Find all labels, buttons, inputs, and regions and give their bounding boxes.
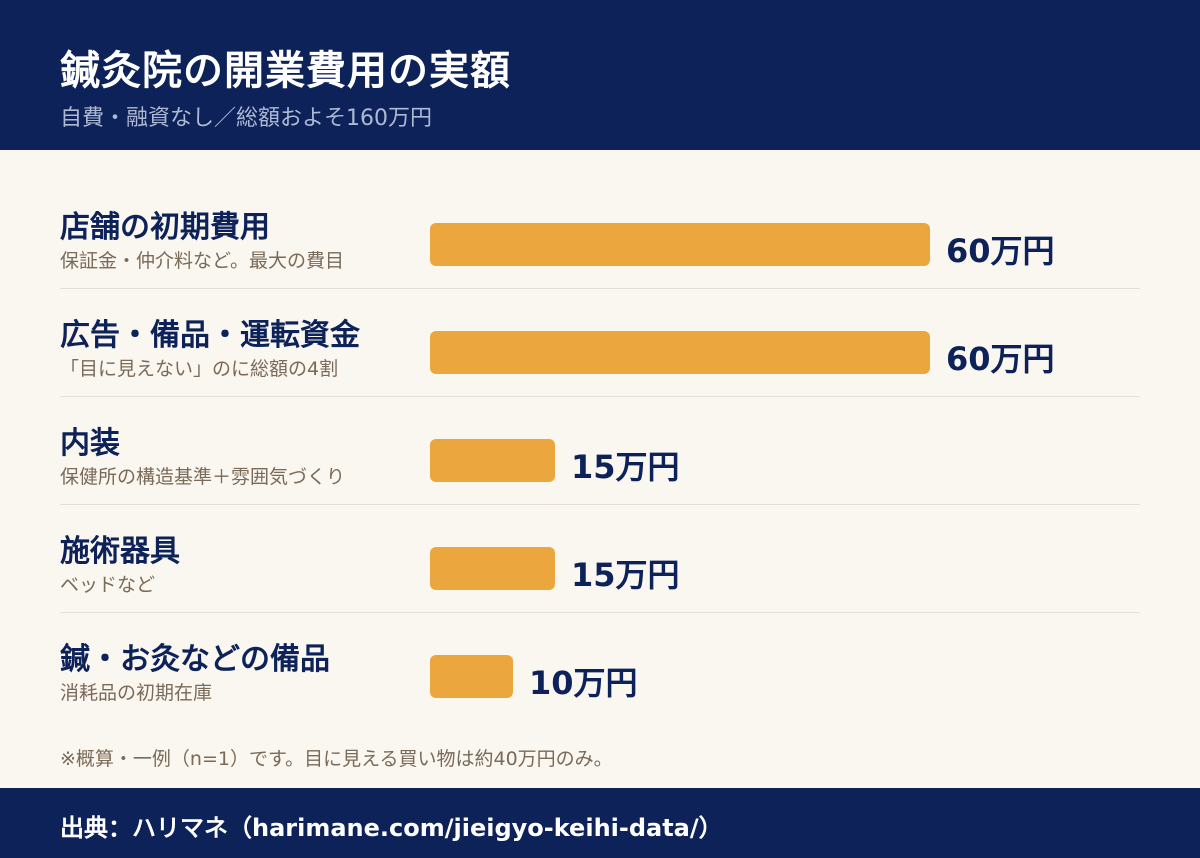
chart-row-store: 店舗の初期費用 保証金・仲介料など。最大の費目 60万円 [60,176,1140,284]
bar-value-label: 15万円 [571,448,680,486]
source-citation: 出典：ハリマネ（harimane.com/jieigyo-keihi-data/… [60,814,723,842]
bar [430,547,555,590]
row-divider [60,396,1140,397]
category-description: 「目に見えない」のに総額の4割 [60,358,339,380]
category-label: 内装 [60,426,120,461]
header: 鍼灸院の開業費用の実額 自費・融資なし／総額およそ160万円 [0,0,1200,150]
category-description: 保証金・仲介料など。最大の費目 [60,250,345,272]
page-subtitle: 自費・融資なし／総額およそ160万円 [60,106,432,131]
bar [430,223,930,266]
category-label: 施術器具 [60,534,180,569]
bar [430,439,555,482]
bar [430,331,930,374]
category-label: 鍼・お灸などの備品 [60,642,330,677]
footnote: ※概算・一例（n=1）です。目に見える買い物は約40万円のみ。 [60,748,613,770]
bar-value-label: 15万円 [571,556,680,594]
row-divider [60,612,1140,613]
bar-value-label: 60万円 [946,340,1055,378]
category-description: 保健所の構造基準＋雰囲気づくり [60,466,346,488]
bar [430,655,513,698]
chart-row-advertising: 広告・備品・運転資金 「目に見えない」のに総額の4割 60万円 [60,284,1140,392]
chart-row-supplies: 鍼・お灸などの備品 消耗品の初期在庫 10万円 [60,608,1140,716]
category-label: 広告・備品・運転資金 [60,318,360,353]
bar-value-label: 60万円 [946,232,1055,270]
footer: 出典：ハリマネ（harimane.com/jieigyo-keihi-data/… [0,788,1200,858]
bar-value-label: 10万円 [529,664,638,702]
row-divider [60,288,1140,289]
page-title: 鍼灸院の開業費用の実額 [60,48,511,94]
chart-row-interior: 内装 保健所の構造基準＋雰囲気づくり 15万円 [60,392,1140,500]
category-label: 店舗の初期費用 [60,210,270,245]
category-description: ベッドなど [60,574,156,596]
chart-row-equipment: 施術器具 ベッドなど 15万円 [60,500,1140,608]
category-description: 消耗品の初期在庫 [60,682,213,704]
row-divider [60,504,1140,505]
